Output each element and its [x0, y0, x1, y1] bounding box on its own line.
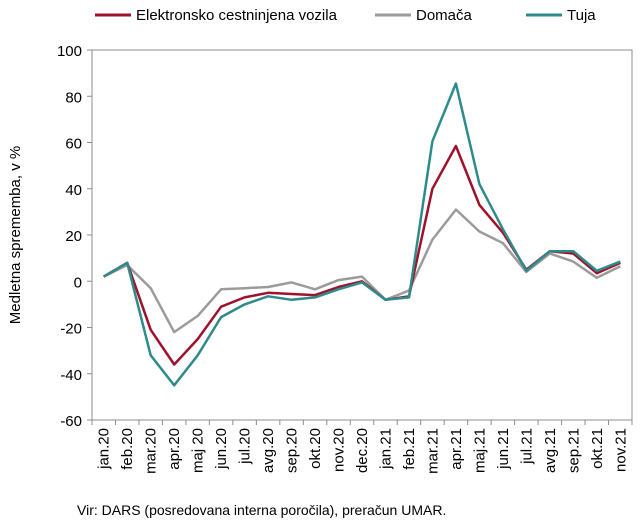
x-tick-label: sep.21 [565, 428, 582, 473]
legend: Elektronsko cestninjena vozila Domača Tuja [95, 7, 596, 24]
x-tick-label: apr.21 [448, 428, 465, 470]
legend-label: Tuja [567, 7, 596, 24]
x-tick-label: sep.20 [284, 428, 301, 473]
x-tick-label: nov.20 [331, 428, 348, 472]
x-tick-label: okt.20 [307, 428, 324, 469]
x-tick-label: feb.21 [401, 428, 418, 470]
y-tick-label: -40 [60, 367, 82, 384]
x-tick-label: mar.21 [424, 428, 441, 474]
x-tick-label: apr.20 [166, 428, 183, 470]
x-tick-label: jan.20 [96, 428, 113, 470]
y-tick-label: 20 [65, 228, 82, 245]
x-tick-label: okt.21 [589, 428, 606, 469]
y-tick-label: 60 [65, 136, 82, 153]
series-lines [103, 82, 621, 387]
y-tick-label: 40 [65, 182, 82, 199]
x-axis: jan.20 feb.20 mar.20 apr.20 maj 20 jun.20 jul.… [91, 420, 633, 474]
legend-label: Elektronsko cestninjena vozila [136, 7, 338, 24]
x-tick-label: maj.21 [471, 428, 488, 473]
legend-label: Domača [416, 7, 473, 24]
x-tick-label: jul.20 [237, 428, 254, 465]
x-tick-label: feb.20 [119, 428, 136, 470]
x-tick-label: avg.21 [542, 428, 559, 473]
x-tick-label: jun.20 [213, 428, 230, 470]
x-tick-label: jan.21 [377, 428, 394, 470]
y-tick-label: -20 [60, 321, 82, 338]
y-tick-label: 80 [65, 89, 82, 106]
y-tick-label: 0 [74, 274, 82, 291]
series-line-domaca [103, 208, 621, 334]
x-tick-label: avg.20 [260, 428, 277, 473]
x-tick-label: mar.20 [143, 428, 160, 474]
x-tick-label: maj 20 [190, 428, 207, 473]
y-axis: -60 -40 -20 0 20 40 60 80 100 [57, 43, 92, 430]
y-tick-label: 100 [57, 43, 82, 60]
x-tick-label: dec.20 [354, 428, 371, 473]
x-tick-label: nov.21 [612, 428, 629, 472]
x-tick-label: jun.21 [495, 428, 512, 470]
series-line-elektronsko [103, 144, 621, 366]
y-axis-label: Medletna sprememba, v % [7, 146, 24, 324]
source-note: Vir: DARS (posredovana interna poročila)… [77, 502, 447, 518]
x-tick-label: jul.21 [518, 428, 535, 465]
y-tick-label: -60 [60, 413, 82, 430]
series-line-tuja [103, 82, 621, 387]
